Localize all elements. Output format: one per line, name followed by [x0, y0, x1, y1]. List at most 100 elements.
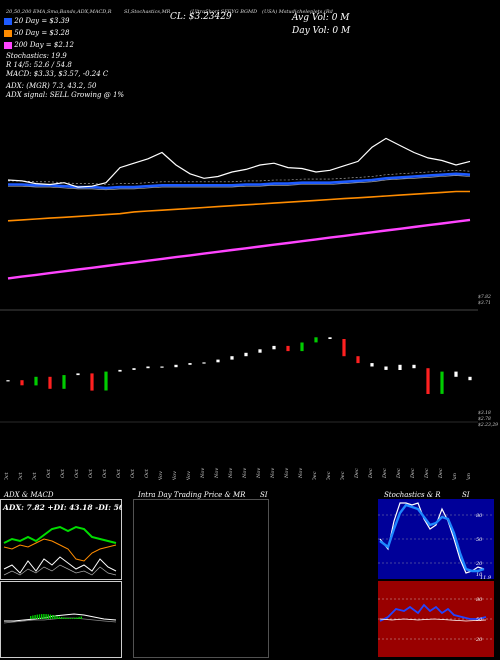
- macd-histogram: [30, 614, 82, 619]
- intraday-box: [133, 499, 269, 658]
- date-tick-label: 17 Oct: [74, 468, 80, 480]
- macd-hist-bar: [65, 617, 67, 619]
- date-tick-label: 5 Jan: [466, 473, 472, 480]
- date-tick-label: 29 Dec: [438, 468, 444, 480]
- date-tick-label: 4 Dec: [312, 471, 318, 480]
- indicator-list: 20,50,200 EMA,Sma,Bands,ADX,MACD,R: [6, 9, 112, 15]
- stoch-value-label: 11.9: [480, 575, 492, 581]
- stoch-scale-label: 10: [476, 572, 483, 578]
- date-tick-label: 3 Jan: [452, 473, 458, 480]
- intraday-panel-title: Intra Day Trading Price & MR: [138, 491, 246, 499]
- macd-line: [4, 613, 117, 622]
- mr-bar: [216, 359, 220, 363]
- date-tick-label: 5 Oct: [18, 471, 24, 480]
- mr-bar: [426, 368, 430, 394]
- right-price-labels: $7.82$3.71 $3.18$2.78$2.23,29: [478, 294, 498, 428]
- legend-swatch-ema200: [4, 41, 12, 49]
- mr-bar: [370, 363, 374, 367]
- date-tick-label: 20 Dec: [396, 468, 402, 480]
- date-tick-label: 14 Nov: [214, 468, 220, 480]
- mr-bar: [62, 375, 66, 389]
- date-tick-label: 28 Nov: [284, 468, 290, 480]
- mr-bar: [300, 342, 304, 352]
- adx-macd-panel: ADX: 7.82 +DI: 43.18 -DI: 50: [0, 499, 122, 658]
- legend-ema200-text: 200 Day = $2.12: [14, 41, 74, 49]
- macd-hist-bar: [32, 615, 34, 619]
- macd-hist-bar: [54, 615, 56, 619]
- macd-hist-bar: [41, 614, 43, 619]
- right-price-label: $7.82: [478, 294, 491, 300]
- mr-bar: [118, 369, 122, 372]
- day-volume: Day Vol: 0 M: [292, 26, 351, 36]
- mr-bar: [104, 371, 108, 391]
- date-tick-label: 22 Nov: [256, 468, 262, 480]
- stoch-k-line: [379, 502, 485, 574]
- date-tick-label: 30 Nov: [298, 468, 304, 480]
- macd-hist-bar: [71, 617, 74, 619]
- mr-bar: [286, 345, 290, 352]
- band-lower-line: [8, 175, 471, 191]
- macd-hist-bar: [58, 616, 60, 619]
- macd-hist-bar: [49, 614, 52, 619]
- mr-bar: [328, 337, 332, 339]
- adx-minus-di-line: [3, 538, 117, 562]
- date-axis: 3 Oct 5 Oct 9 Oct 11 Oct 13 Oct 17 Oct 19 Oct 2…: [4, 468, 472, 480]
- stoch-scale-label: 80: [476, 513, 483, 519]
- mr-bar: [384, 366, 388, 370]
- date-tick-label: 6 Dec: [326, 471, 332, 480]
- mr-bar: [244, 352, 248, 357]
- date-tick-label: 19 Oct: [88, 468, 94, 480]
- legend-swatch-ema50: [4, 29, 12, 37]
- macd-hist-bar: [80, 616, 82, 619]
- mr-bar: [34, 376, 38, 386]
- rsi-scale-label: 80: [476, 597, 483, 603]
- macd-hist-bar: [52, 615, 54, 619]
- date-tick-label: 3 Oct: [4, 471, 10, 480]
- macd-hist-bar: [60, 617, 63, 619]
- adx-plus-di-line: [3, 525, 117, 544]
- date-tick-label: 6 Nov: [172, 471, 178, 480]
- mr-bar: [160, 366, 164, 368]
- adx-panel-title: ADX & MACD: [4, 491, 54, 499]
- adx-values: ADX: 7.82 +DI: 43.18 -DI: 50: [2, 503, 122, 512]
- ticker-label: (UltraShort SFEYG BGMD: [190, 9, 258, 15]
- macd-hist-bar: [43, 614, 45, 619]
- si-panel-title-2: SI: [462, 491, 470, 499]
- legend-ema50: 50 Day = $3.28: [4, 29, 69, 37]
- macd-hist-bar: [45, 614, 47, 619]
- main-chart: 3 Oct 5 Oct 9 Oct 11 Oct 13 Oct 17 Oct 19 Oct 2…: [0, 137, 498, 480]
- right-price-label: $3.18: [478, 410, 491, 416]
- ema200-line: [7, 218, 471, 280]
- rsi-scale-label: 50: [476, 617, 483, 623]
- mr-bar: [6, 380, 10, 382]
- legend-ema200: 200 Day = $2.12: [4, 41, 74, 49]
- right-price-label: $2.78: [478, 416, 491, 422]
- legend-adx: ADX: (MGR) 7.3, 43.2, 50: [6, 82, 97, 90]
- legend-adx-signal: ADX signal: SELL Growing @ 1%: [6, 91, 125, 99]
- macd-box: [0, 581, 122, 658]
- price-line: [7, 137, 471, 188]
- exchange-label: (USA) Mstudicheleplets,(Rd: [262, 9, 333, 15]
- legend-ema50-text: 50 Day = $3.28: [14, 29, 70, 37]
- date-tick-label: 12 Dec: [354, 468, 360, 480]
- date-tick-label: 14 Dec: [368, 468, 374, 480]
- stoch-scale-label: 20: [475, 561, 483, 567]
- macd-hist-bar: [67, 617, 69, 619]
- macd-hist-bar: [30, 616, 32, 619]
- macd-hist-bar: [69, 618, 71, 619]
- adx-line-2: [3, 564, 117, 576]
- mr-bar: [188, 363, 192, 365]
- macd-hist-bar: [56, 616, 58, 619]
- adx-line: [3, 556, 117, 574]
- rsi-line: [379, 603, 487, 622]
- stoch-panel-title: Stochastics & R: [384, 491, 441, 499]
- band-mid-line: [8, 169, 471, 185]
- legend-rsi: R 14/5: 52.6 / 54.8: [6, 61, 72, 69]
- date-tick-label: 11 Oct: [46, 468, 52, 480]
- mr-bar: [356, 356, 360, 364]
- ema20-line: [8, 172, 471, 190]
- stoch-d-line: [379, 503, 485, 573]
- mr-bar: [90, 373, 94, 391]
- macd-hist-bar: [63, 617, 65, 619]
- date-tick-label: 18 Dec: [382, 468, 388, 480]
